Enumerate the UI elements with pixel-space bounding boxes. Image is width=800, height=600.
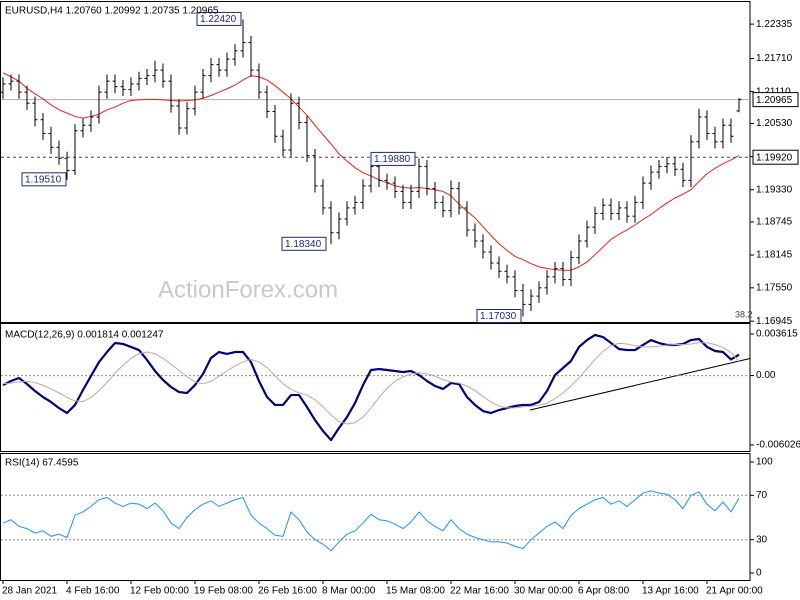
y-tick-label: 1.18145 [756, 250, 793, 261]
panel-title: RSI(14) 67.4595 [5, 458, 79, 469]
x-tick-label: 22 Mar 16:00 [450, 586, 509, 597]
y-tick-label: 1.17550 [756, 282, 793, 293]
annotation-box [476, 308, 522, 323]
series-line [2, 490, 740, 552]
price-label: 1.20965 [756, 95, 793, 106]
annotation-box [21, 172, 67, 187]
price-label: 1.19920 [756, 152, 793, 163]
x-tick-label: 26 Feb 16:00 [258, 586, 317, 597]
annotation-box [196, 11, 242, 26]
x-tick-label: 12 Feb 00:00 [130, 586, 189, 597]
panel-title: EURUSD,H4 1.20760 1.20992 1.20735 1.2096… [5, 6, 219, 17]
annotation-label: 1.22420 [200, 14, 237, 25]
x-tick-label: 4 Feb 16:00 [66, 586, 120, 597]
y-tick-label: 1.22335 [756, 19, 793, 30]
y-tick-label: 0.003615 [756, 329, 798, 340]
x-tick-label: 30 Mar 00:00 [514, 586, 573, 597]
x-tick-label: 15 Mar 08:00 [386, 586, 445, 597]
y-tick-label: 1.21110 [756, 86, 791, 97]
x-tick-label: 8 Mar 00:00 [322, 586, 376, 597]
panel-frame [0, 1, 751, 323]
annotation-label: 1.18340 [285, 239, 322, 250]
y-tick-label: 1.16945 [756, 316, 793, 327]
y-tick-label: 0.00 [756, 370, 776, 381]
panel-frame [0, 323, 751, 452]
x-tick-label: 6 Apr 08:00 [578, 586, 630, 597]
x-tick-label: 19 Feb 08:00 [194, 586, 253, 597]
y-tick-label: 70 [756, 490, 768, 501]
series-line [2, 333, 740, 442]
panel-title: MACD(12,26,9) 0.001814 0.001247 [5, 330, 164, 341]
y-tick-label: -0.006026 [756, 440, 800, 451]
annotation-label: 1.19880 [374, 154, 411, 165]
annotation-box [281, 236, 327, 251]
x-tick-label: 28 Jan 2021 [2, 586, 57, 597]
fib-note: 38.2 [735, 309, 753, 319]
trend-line [529, 358, 751, 411]
x-tick-label: 13 Apr 16:00 [642, 586, 699, 597]
annotation-label: 1.17030 [480, 311, 517, 322]
price-label-box [752, 92, 799, 108]
y-tick-label: 30 [756, 534, 768, 545]
y-tick-label: 0 [756, 568, 762, 579]
price-label-box [752, 149, 799, 165]
y-tick-label: 1.19330 [756, 184, 793, 195]
x-tick-label: 21 Apr 00:00 [706, 586, 763, 597]
y-tick-label: 1.20530 [756, 118, 793, 129]
y-tick-label: 100 [756, 457, 773, 468]
watermark: ActionForex.com [158, 276, 338, 303]
y-tick-label: 1.21710 [756, 53, 793, 64]
annotation-box [370, 151, 416, 166]
series-line [2, 342, 740, 425]
y-tick-label: 1.18745 [756, 217, 793, 228]
annotation-label: 1.19510 [25, 174, 62, 185]
panel-frame [0, 453, 751, 581]
